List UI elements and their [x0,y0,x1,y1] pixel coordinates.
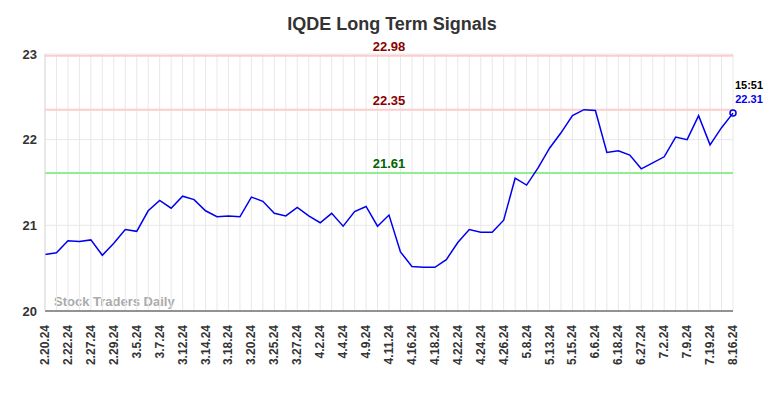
svg-text:3.27.24: 3.27.24 [290,325,304,365]
html-text:Stock Traders Daily: Stock Traders Daily [54,294,175,309]
svg-text:22: 22 [23,132,37,147]
svg-text:2.29.24: 2.29.24 [107,325,121,365]
svg-text:3.7.24: 3.7.24 [153,325,167,359]
svg-text:3.18.24: 3.18.24 [221,325,235,365]
svg-text:5.15.24: 5.15.24 [565,325,579,365]
svg-text:5.13.24: 5.13.24 [543,325,557,365]
svg-text:4.18.24: 4.18.24 [428,325,442,365]
svg-text:7.2.24: 7.2.24 [657,325,671,359]
svg-text:3.25.24: 3.25.24 [267,325,281,365]
svg-text:2.20.24: 2.20.24 [38,325,52,365]
svg-text:21: 21 [23,218,37,233]
svg-text:2.27.24: 2.27.24 [84,325,98,365]
svg-text:4.22.24: 4.22.24 [451,325,465,365]
svg-text:4.16.24: 4.16.24 [405,325,419,365]
svg-text:7.9.24: 7.9.24 [680,325,694,359]
svg-text:6.18.24: 6.18.24 [611,325,625,365]
svg-text:6.27.24: 6.27.24 [634,325,648,365]
svg-text:20: 20 [23,304,37,319]
svg-text:3.20.24: 3.20.24 [244,325,258,365]
html-text:IQDE Long Term Signals: IQDE Long Term Signals [287,14,497,34]
svg-text:15:51: 15:51 [735,79,763,91]
svg-text:21.61: 21.61 [373,156,406,171]
svg-text:4.2.24: 4.2.24 [313,325,327,359]
svg-text:4.26.24: 4.26.24 [497,325,511,365]
svg-text:4.9.24: 4.9.24 [359,325,373,359]
svg-text:22.31: 22.31 [735,93,763,105]
svg-text:23: 23 [23,47,37,62]
svg-text:5.8.24: 5.8.24 [520,325,534,359]
svg-text:22.98: 22.98 [373,39,406,54]
svg-text:7.19.24: 7.19.24 [703,325,717,365]
svg-text:4.11.24: 4.11.24 [382,325,396,365]
svg-text:3.12.24: 3.12.24 [176,325,190,365]
svg-text:2.22.24: 2.22.24 [61,325,75,365]
svg-text:4.24.24: 4.24.24 [474,325,488,365]
svg-text:22.35: 22.35 [373,93,406,108]
svg-text:6.6.24: 6.6.24 [588,325,602,359]
svg-text:3.5.24: 3.5.24 [130,325,144,359]
svg-text:8.16.24: 8.16.24 [726,325,740,365]
svg-text:3.14.24: 3.14.24 [199,325,213,365]
svg-text:4.4.24: 4.4.24 [336,325,350,359]
